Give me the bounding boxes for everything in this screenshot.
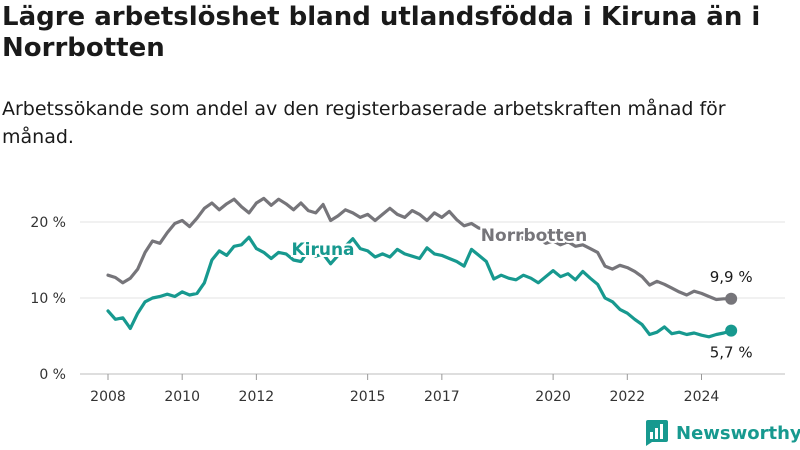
y-tick-label: 10 % (30, 291, 66, 307)
x-tick-label: 2008 (90, 389, 126, 405)
chart-title: Lägre arbetslöshet bland utlandsfödda i … (2, 2, 761, 63)
bar-chart-logo-icon (646, 420, 668, 446)
x-tick-label: 2024 (684, 389, 720, 405)
series-labels: Norrbotten 9,9 % Kiruna 5,7 % (289, 224, 753, 362)
series-line-norrbotten (106, 196, 733, 302)
x-tick-label: 2012 (239, 389, 275, 405)
newsworthy-brand[interactable]: Newsworthy (644, 419, 800, 447)
x-tick-label: 2017 (424, 389, 460, 405)
end-value-label-norrbotten: 9,9 % (710, 268, 753, 286)
series-name-norrbotten: Norrbotten (481, 226, 587, 246)
y-axis: 0 % 10 % 20 % (30, 215, 66, 383)
y-tick-label: 0 % (39, 367, 66, 383)
x-tick-label: 2010 (164, 389, 200, 405)
series-line-kiruna (106, 235, 733, 339)
brand-name: Newsworthy (676, 422, 800, 444)
end-point-kiruna (725, 324, 738, 337)
chart-subtitle: Arbetssökande som andel av den registerb… (2, 98, 726, 148)
y-tick-label: 20 % (30, 215, 66, 231)
x-axis: 2008 2010 2012 2015 2017 2020 2022 2024 (90, 374, 719, 405)
x-tick-label: 2015 (350, 389, 386, 405)
x-tick-label: 2022 (609, 389, 645, 405)
series-name-kiruna: Kiruna (291, 240, 354, 260)
end-point-norrbotten (725, 292, 738, 305)
x-tick-label: 2020 (535, 389, 571, 405)
end-value-label-kiruna: 5,7 % (710, 344, 753, 362)
gridlines (80, 221, 785, 375)
series-lines (106, 196, 738, 339)
